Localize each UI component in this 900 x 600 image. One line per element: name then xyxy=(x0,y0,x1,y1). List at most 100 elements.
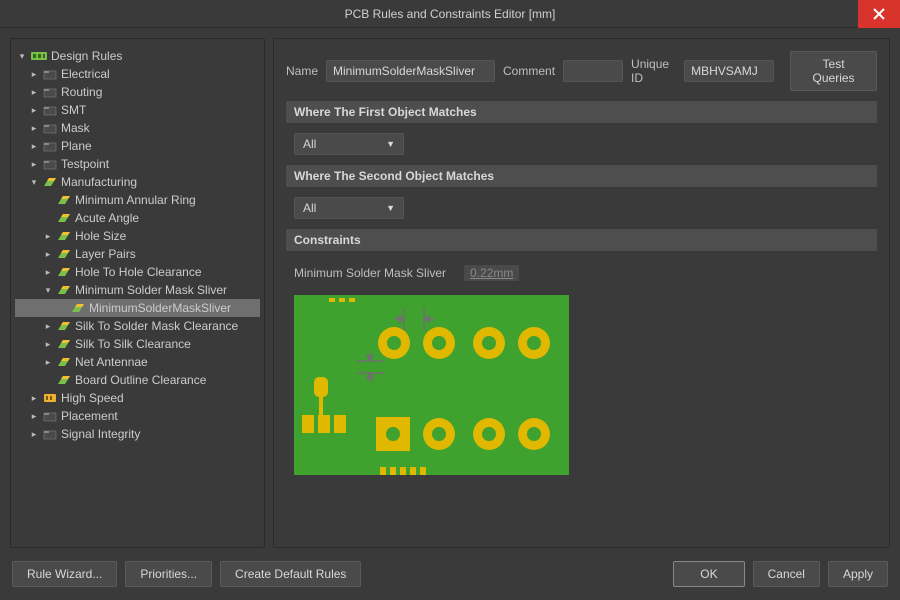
rule-icon xyxy=(57,374,71,386)
pcb-illustration xyxy=(294,295,569,475)
tree-item[interactable]: ▾Minimum Solder Mask Sliver xyxy=(15,281,260,299)
tree-root[interactable]: ▾ Design Rules xyxy=(15,47,260,65)
tree-item[interactable]: ▸ Electrical xyxy=(15,65,260,83)
window: PCB Rules and Constraints Editor [mm] ▾ … xyxy=(0,0,900,600)
tree-item[interactable]: ▸ SMT xyxy=(15,101,260,119)
uniqueid-input[interactable] xyxy=(684,60,774,82)
expand-icon[interactable]: ▸ xyxy=(29,141,39,151)
tree-item-label: Signal Integrity xyxy=(61,425,140,443)
tree-item-label: Hole Size xyxy=(75,227,126,245)
comment-label: Comment xyxy=(503,64,555,78)
category-icon xyxy=(43,392,57,404)
tree-item-label: Silk To Solder Mask Clearance xyxy=(75,317,238,335)
tree-item[interactable]: ▸ Silk To Solder Mask Clearance xyxy=(15,317,260,335)
tree-item[interactable]: ▸ Layer Pairs xyxy=(15,245,260,263)
tree-item[interactable]: ▸ Hole Size xyxy=(15,227,260,245)
create-default-rules-button[interactable]: Create Default Rules xyxy=(220,561,361,587)
rules-tree[interactable]: ▾ Design Rules ▸Electrical▸Routing▸SMT▸M… xyxy=(15,47,260,443)
uniqueid-label: Unique ID xyxy=(631,57,676,85)
tree-item[interactable]: ▸ Signal Integrity xyxy=(15,425,260,443)
section-constraints: Constraints xyxy=(286,229,877,251)
tree-item-label: Acute Angle xyxy=(75,209,139,227)
footer: Rule Wizard... Priorities... Create Defa… xyxy=(0,558,900,600)
tree-item[interactable]: ▸Minimum Annular Ring xyxy=(15,191,260,209)
rule-icon xyxy=(57,230,71,242)
apply-button[interactable]: Apply xyxy=(828,561,888,587)
cancel-button[interactable]: Cancel xyxy=(753,561,820,587)
tree-item[interactable]: ▸Acute Angle xyxy=(15,209,260,227)
comment-input[interactable] xyxy=(563,60,623,82)
tree-item-label: High Speed xyxy=(61,389,124,407)
tree-item[interactable]: ▸Testpoint xyxy=(15,155,260,173)
expand-icon[interactable]: ▸ xyxy=(43,339,53,349)
expand-icon[interactable]: ▸ xyxy=(29,123,39,133)
tree-item[interactable]: ▸ Plane xyxy=(15,137,260,155)
expand-icon[interactable]: ▸ xyxy=(43,267,53,277)
tree-item-label: Board Outline Clearance xyxy=(75,371,206,389)
tree-item[interactable]: ▸ Hole To Hole Clearance xyxy=(15,263,260,281)
chevron-down-icon: ▼ xyxy=(386,139,395,149)
close-button[interactable] xyxy=(858,0,900,28)
name-input[interactable] xyxy=(326,60,495,82)
tree-item-label: Layer Pairs xyxy=(75,245,136,263)
tree-item[interactable]: ▸ High Speed xyxy=(15,389,260,407)
category-icon xyxy=(43,122,57,134)
close-icon xyxy=(873,8,885,20)
tree-item-label: SMT xyxy=(61,101,86,119)
tree-item[interactable]: ▾Manufacturing xyxy=(15,173,260,191)
expand-icon[interactable]: ▸ xyxy=(29,159,39,169)
tree-item[interactable]: ▸ Placement xyxy=(15,407,260,425)
collapse-icon[interactable]: ▾ xyxy=(43,285,53,295)
tree-item[interactable]: ▸ Silk To Silk Clearance xyxy=(15,335,260,353)
first-match-value: All xyxy=(303,137,316,151)
rule-icon xyxy=(71,302,85,314)
expand-icon[interactable]: ▸ xyxy=(43,321,53,331)
tree-item[interactable]: ▸ Mask xyxy=(15,119,260,137)
expand-icon[interactable]: ▸ xyxy=(29,393,39,403)
expand-icon[interactable]: ▸ xyxy=(29,105,39,115)
expand-icon[interactable]: ▸ xyxy=(29,411,39,421)
expand-icon[interactable]: ▸ xyxy=(43,231,53,241)
collapse-icon[interactable]: ▾ xyxy=(29,177,39,187)
titlebar: PCB Rules and Constraints Editor [mm] xyxy=(0,0,900,28)
tree-item-label: Plane xyxy=(61,137,92,155)
constraint-row: Minimum Solder Mask Sliver 0.22mm xyxy=(286,261,877,285)
tree-item[interactable]: ▸Routing xyxy=(15,83,260,101)
tree-item-label: Silk To Silk Clearance xyxy=(75,335,191,353)
tree-panel: ▾ Design Rules ▸Electrical▸Routing▸SMT▸M… xyxy=(10,38,265,548)
name-label: Name xyxy=(286,64,318,78)
constraint-value-input[interactable]: 0.22mm xyxy=(464,265,519,281)
section-second-match: Where The Second Object Matches xyxy=(286,165,877,187)
rule-icon xyxy=(57,320,71,332)
window-title: PCB Rules and Constraints Editor [mm] xyxy=(0,7,900,21)
second-match-dropdown[interactable]: All ▼ xyxy=(294,197,404,219)
tree-item-label: Hole To Hole Clearance xyxy=(75,263,202,281)
form-toprow: Name Comment Unique ID Test Queries xyxy=(286,51,877,91)
section-first-match: Where The First Object Matches xyxy=(286,101,877,123)
category-icon xyxy=(43,410,57,422)
right-panel: Name Comment Unique ID Test Queries Wher… xyxy=(273,38,890,548)
first-match-dropdown[interactable]: All ▼ xyxy=(294,133,404,155)
tree-item-label: Mask xyxy=(61,119,90,137)
expand-icon[interactable]: ▸ xyxy=(43,249,53,259)
chevron-down-icon: ▼ xyxy=(386,203,395,213)
ok-button[interactable]: OK xyxy=(673,561,744,587)
expand-icon[interactable]: ▸ xyxy=(29,87,39,97)
expand-icon[interactable]: ▾ xyxy=(17,51,27,61)
tree-item[interactable]: ▸Board Outline Clearance xyxy=(15,371,260,389)
tree-root-label: Design Rules xyxy=(51,47,122,65)
rule-wizard-button[interactable]: Rule Wizard... xyxy=(12,561,117,587)
tree-item-label: Net Antennae xyxy=(75,353,148,371)
priorities-button[interactable]: Priorities... xyxy=(125,561,212,587)
expand-icon[interactable]: ▸ xyxy=(29,429,39,439)
category-icon xyxy=(43,86,57,98)
expand-icon[interactable]: ▸ xyxy=(43,357,53,367)
tree-item-label: Electrical xyxy=(61,65,110,83)
body: ▾ Design Rules ▸Electrical▸Routing▸SMT▸M… xyxy=(0,28,900,558)
tree-item[interactable]: ▸ Net Antennae xyxy=(15,353,260,371)
tree-item-label: Minimum Annular Ring xyxy=(75,191,196,209)
tree-item[interactable]: ▸MinimumSolderMaskSliver xyxy=(15,299,260,317)
test-queries-button[interactable]: Test Queries xyxy=(790,51,877,91)
tree-item-label: Placement xyxy=(61,407,118,425)
expand-icon[interactable]: ▸ xyxy=(29,69,39,79)
